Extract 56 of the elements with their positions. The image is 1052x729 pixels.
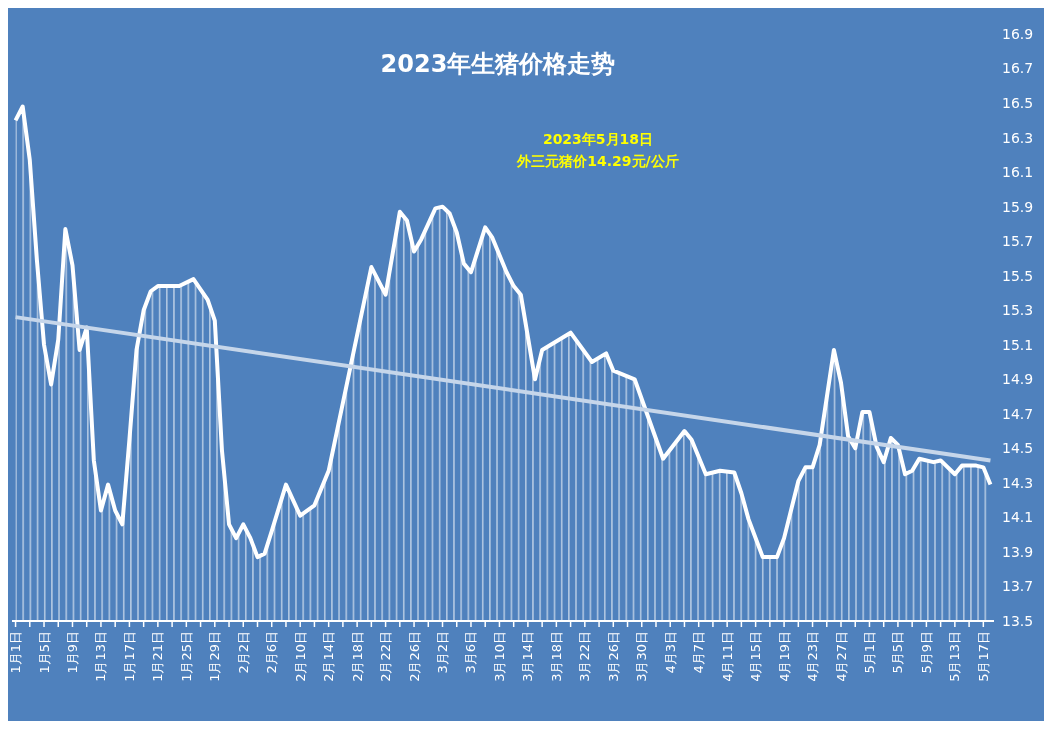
y-tick-label: 16.7 <box>1002 60 1034 77</box>
y-tick-label: 16.1 <box>1002 164 1034 181</box>
x-tick-label: 4月19日 <box>776 631 792 682</box>
x-tick-label: 1月29日 <box>207 631 223 682</box>
x-tick-label: 2月10日 <box>292 631 308 682</box>
x-tick-label: 5月1日 <box>861 631 877 674</box>
x-tick-label: 5月17日 <box>975 631 991 682</box>
x-tick-label: 2月22日 <box>378 631 394 682</box>
x-tick-label: 5月13日 <box>947 631 963 682</box>
y-tick-label: 16.9 <box>1002 25 1034 42</box>
x-tick-label: 1月13日 <box>93 631 109 682</box>
annotation: 外三元猪价14.29元/公斤 <box>516 152 680 171</box>
x-tick-label: 5月5日 <box>890 631 906 674</box>
x-tick-label: 1月25日 <box>178 631 194 682</box>
annotation: 2023年5月18日 <box>541 130 655 149</box>
x-tick-label: 4月7日 <box>691 631 707 674</box>
y-tick-label: 14.5 <box>1002 440 1034 457</box>
y-tick-label: 14.1 <box>1002 509 1034 526</box>
x-tick-label: 4月15日 <box>748 631 764 682</box>
x-tick-label: 4月11日 <box>719 631 735 682</box>
x-tick-label: 2月26日 <box>406 631 422 682</box>
x-tick-label: 1月1日 <box>8 631 24 674</box>
y-tick-label: 13.9 <box>1002 543 1034 560</box>
y-tick-label: 15.3 <box>1002 302 1034 319</box>
x-tick-label: 5月9日 <box>918 631 934 674</box>
x-tick-label: 3月6日 <box>463 631 479 674</box>
x-tick-label: 4月27日 <box>833 631 849 682</box>
x-tick-label: 1月9日 <box>64 631 80 674</box>
x-tick-label: 2月14日 <box>321 631 337 682</box>
x-tick-label: 3月22日 <box>577 631 593 682</box>
x-tick-label: 3月2日 <box>435 631 451 674</box>
x-tick-label: 2月18日 <box>349 631 365 682</box>
y-tick-label: 15.1 <box>1002 336 1034 353</box>
x-tick-label: 3月26日 <box>605 631 621 682</box>
y-tick-label: 15.7 <box>1002 233 1034 250</box>
x-tick-label: 1月21日 <box>150 631 166 682</box>
text: 2023年生猪价格走势 <box>379 49 617 80</box>
y-tick-label: 14.3 <box>1002 474 1034 491</box>
x-tick-label: 2月6日 <box>264 631 280 674</box>
x-tick-label: 4月3日 <box>662 631 678 674</box>
x-tick-label: 3月10日 <box>491 631 507 682</box>
y-tick-label: 15.5 <box>1002 267 1034 284</box>
y-tick-label: 13.7 <box>1002 578 1034 595</box>
y-tick-label: 16.5 <box>1002 95 1034 112</box>
x-tick-label: 1月5日 <box>36 631 52 674</box>
x-tick-label: 1月17日 <box>121 631 137 682</box>
x-tick-label: 3月14日 <box>520 631 536 682</box>
y-tick-label: 14.9 <box>1002 371 1034 388</box>
y-tick-label: 14.7 <box>1002 405 1034 422</box>
y-tick-label: 15.9 <box>1002 198 1034 215</box>
x-tick-label: 4月23日 <box>805 631 821 682</box>
x-tick-label: 2月2日 <box>235 631 251 674</box>
x-tick-label: 3月30日 <box>634 631 650 682</box>
x-tick-label: 3月18日 <box>548 631 564 682</box>
y-tick-label: 16.3 <box>1002 129 1034 146</box>
y-tick-label: 13.5 <box>1002 612 1034 629</box>
